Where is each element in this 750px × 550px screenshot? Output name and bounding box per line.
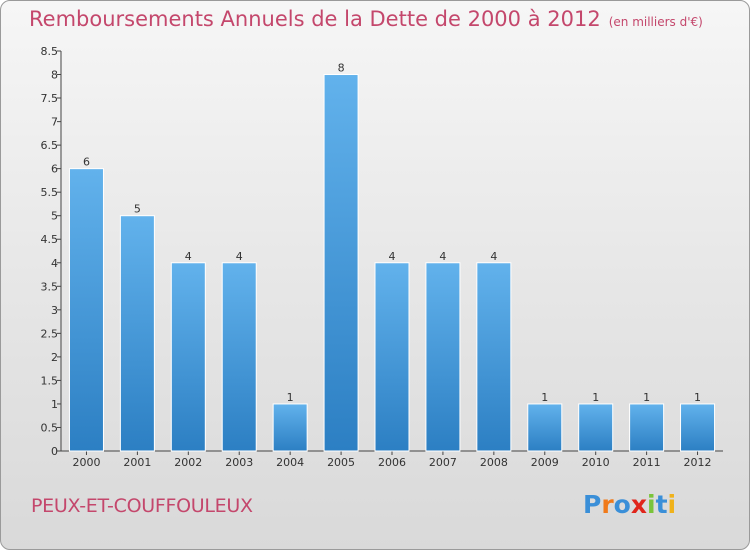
x-tick-label-2004: 2004: [276, 456, 304, 469]
y-tick-label: 6.5: [41, 139, 59, 152]
x-tick-label-2000: 2000: [72, 456, 100, 469]
x-tick-label-2008: 2008: [480, 456, 508, 469]
y-tick-label: 7.5: [41, 92, 59, 105]
proxiti-logo[interactable]: Proxiti: [583, 490, 676, 519]
y-tick-label: 0.5: [41, 421, 59, 434]
x-tick-label-2011: 2011: [633, 456, 661, 469]
title-text: Remboursements Annuels de la Dette de 20…: [29, 7, 601, 31]
logo-letter: r: [601, 490, 614, 519]
value-label-2001: 5: [134, 203, 141, 216]
unit-label: (en milliers d'€): [608, 15, 703, 29]
value-label-2006: 4: [389, 250, 396, 263]
bar-2006: [374, 262, 410, 452]
bar-2012: [680, 403, 716, 452]
value-label-2003: 4: [236, 250, 243, 263]
y-tick-label: 8: [51, 69, 58, 82]
y-tick-label: 5.5: [41, 186, 59, 199]
bar-2004: [272, 403, 308, 452]
x-tick-label-2003: 2003: [225, 456, 253, 469]
y-tick-label: 5: [51, 210, 58, 223]
bar-2005: [323, 74, 359, 452]
bar-2003: [221, 262, 257, 452]
y-tick-label: 3: [51, 304, 58, 317]
x-tick-label-2002: 2002: [174, 456, 202, 469]
x-tick-label-2012: 2012: [684, 456, 712, 469]
logo-letter: i: [667, 490, 677, 519]
x-tick-label-2010: 2010: [582, 456, 610, 469]
value-label-2010: 1: [592, 391, 599, 404]
y-tick-label: 2.5: [41, 327, 59, 340]
logo-letter: o: [613, 490, 631, 519]
y-tick-label: 7: [51, 116, 58, 129]
value-label-2009: 1: [541, 391, 548, 404]
x-tick-label-2007: 2007: [429, 456, 457, 469]
y-tick-label: 2: [51, 351, 58, 364]
bar-2001: [119, 215, 155, 452]
value-label-2007: 4: [439, 250, 446, 263]
bar-2010: [578, 403, 614, 452]
y-tick-label: 6: [51, 163, 58, 176]
bar-2009: [527, 403, 563, 452]
value-label-2008: 4: [490, 250, 497, 263]
value-label-2005: 8: [338, 62, 345, 75]
bar-2007: [425, 262, 461, 452]
value-label-2004: 1: [287, 391, 294, 404]
y-tick-label: 8.5: [41, 45, 59, 58]
axes: 0 0.5 1 1.5 2 2.5 3 3.5 4 4.5 5 5.5 6 6.5 7 7.5 8 8.5 2000…: [41, 45, 723, 469]
bar-2011: [629, 403, 665, 452]
value-label-2002: 4: [185, 250, 192, 263]
bars: [68, 74, 716, 452]
value-label-2000: 6: [83, 156, 90, 169]
value-label-2011: 1: [643, 391, 650, 404]
bar-2008: [476, 262, 512, 452]
y-tick-label: 4: [51, 257, 58, 270]
bar-2000: [68, 168, 104, 452]
x-tick-label-2001: 2001: [123, 456, 151, 469]
y-tick-label: 0: [51, 445, 58, 458]
logo-letter: i: [647, 490, 656, 519]
x-tick-label-2006: 2006: [378, 456, 406, 469]
y-tick-label: 1.5: [41, 374, 59, 387]
value-labels: 6 5 4 4 1 8 4 4 4 1 1 1 1: [83, 62, 701, 404]
y-tick-label: 4.5: [41, 233, 59, 246]
commune-name: PEUX-ET-COUFFOULEUX: [31, 495, 253, 517]
chart-title: Remboursements Annuels de la Dette de 20…: [29, 7, 703, 31]
logo-letter: P: [583, 490, 602, 519]
y-tick-label: 1: [51, 398, 58, 411]
value-label-2012: 1: [694, 391, 701, 404]
y-tick-label: 3.5: [41, 280, 59, 293]
x-tick-label-2005: 2005: [327, 456, 355, 469]
x-tick-label-2009: 2009: [531, 456, 559, 469]
logo-letter: t: [655, 490, 668, 519]
logo-letter: x: [630, 490, 647, 519]
bar-2002: [170, 262, 206, 452]
